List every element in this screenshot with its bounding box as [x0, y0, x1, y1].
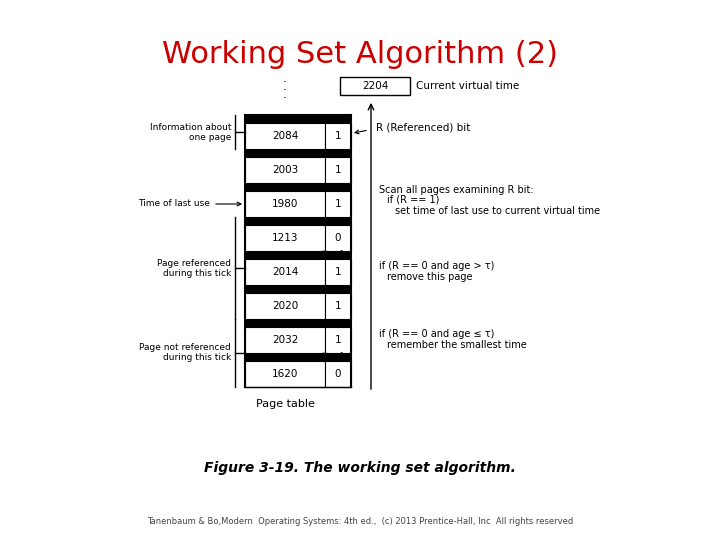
Bar [245, 225, 325, 251]
Text: .: . [283, 80, 287, 93]
Bar [245, 183, 325, 191]
Bar [325, 115, 351, 123]
Bar [245, 327, 325, 353]
Text: Working Set Algorithm (2): Working Set Algorithm (2) [162, 40, 558, 69]
Bar [245, 217, 325, 225]
Text: .: . [283, 89, 287, 102]
Text: 0: 0 [335, 369, 341, 379]
Text: R (Referenced) bit: R (Referenced) bit [376, 123, 470, 133]
Text: remove this page: remove this page [387, 272, 472, 282]
Text: .: . [283, 72, 287, 85]
Bar [245, 251, 325, 259]
Bar [245, 157, 325, 183]
Bar [325, 191, 351, 217]
Text: if (R == 0 and age > τ): if (R == 0 and age > τ) [379, 261, 495, 271]
Text: 1980: 1980 [272, 199, 298, 209]
Text: set time of last use to current virtual time: set time of last use to current virtual … [395, 206, 600, 216]
Bar [340, 77, 410, 95]
Bar [245, 115, 325, 123]
Text: 2084: 2084 [272, 131, 298, 141]
Bar [245, 319, 325, 327]
Bar [325, 259, 351, 285]
Bar [245, 361, 325, 387]
Bar [325, 319, 351, 327]
Text: 2003: 2003 [272, 165, 298, 175]
Bar [245, 293, 325, 319]
Text: during this tick: during this tick [163, 354, 231, 362]
Text: 2020: 2020 [272, 301, 298, 311]
Bar [245, 123, 325, 149]
Bar [245, 259, 325, 285]
Text: 1620: 1620 [272, 369, 298, 379]
Text: 2032: 2032 [272, 335, 298, 345]
Text: Scan all pages examining R bit:: Scan all pages examining R bit: [379, 185, 534, 195]
Text: 1: 1 [335, 301, 341, 311]
Text: Information about: Information about [150, 124, 231, 132]
Bar [245, 285, 325, 293]
Text: if (R == 1): if (R == 1) [387, 195, 439, 205]
Text: 1: 1 [335, 131, 341, 141]
Bar [325, 217, 351, 225]
Text: Current virtual time: Current virtual time [416, 81, 519, 91]
Text: 1: 1 [335, 267, 341, 277]
Text: Figure 3-19. The working set algorithm.: Figure 3-19. The working set algorithm. [204, 461, 516, 475]
Bar [325, 327, 351, 353]
Bar [325, 225, 351, 251]
Text: 2014: 2014 [272, 267, 298, 277]
Text: Time of last use: Time of last use [138, 199, 210, 208]
Text: Tanenbaum & Bo,Modern  Operating Systems: 4th ed.,  (c) 2013 Prentice-Hall, Inc : Tanenbaum & Bo,Modern Operating Systems:… [147, 517, 573, 526]
Text: one page: one page [189, 133, 231, 143]
Text: 0: 0 [335, 233, 341, 243]
Text: 1: 1 [335, 165, 341, 175]
Bar [325, 353, 351, 361]
Text: during this tick: during this tick [163, 268, 231, 278]
Text: 1213: 1213 [271, 233, 298, 243]
Bar [325, 157, 351, 183]
Text: 1: 1 [335, 199, 341, 209]
Bar [325, 285, 351, 293]
Text: Page table: Page table [256, 399, 315, 409]
Text: if (R == 0 and age ≤ τ): if (R == 0 and age ≤ τ) [379, 329, 495, 339]
Text: 2204: 2204 [362, 81, 388, 91]
Text: 1: 1 [335, 335, 341, 345]
Text: remember the smallest time: remember the smallest time [387, 340, 527, 350]
Bar [245, 149, 325, 157]
Bar [325, 361, 351, 387]
Bar [245, 353, 325, 361]
Bar [325, 251, 351, 259]
Text: Page not referenced: Page not referenced [139, 343, 231, 353]
Bar [245, 191, 325, 217]
Text: Page referenced: Page referenced [157, 259, 231, 267]
Bar [325, 123, 351, 149]
Bar [325, 149, 351, 157]
Bar [325, 183, 351, 191]
Bar [325, 293, 351, 319]
